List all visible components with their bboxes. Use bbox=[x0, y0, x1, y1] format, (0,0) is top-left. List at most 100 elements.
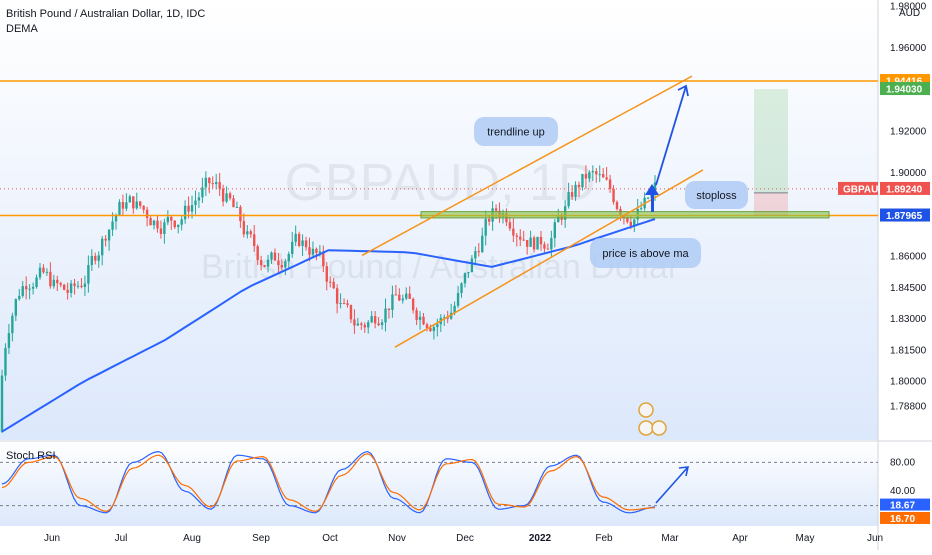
candle-body bbox=[87, 265, 90, 284]
loss-zone bbox=[754, 192, 788, 216]
stoch-arrow-line bbox=[655, 466, 689, 504]
candle-body bbox=[118, 201, 121, 215]
candle-body bbox=[297, 233, 301, 246]
candle-body bbox=[208, 177, 211, 184]
dema-line bbox=[1, 218, 656, 433]
candle-body bbox=[429, 327, 432, 331]
candle-body bbox=[443, 317, 446, 319]
candle-body bbox=[73, 283, 76, 286]
candle-body bbox=[346, 303, 349, 306]
candle-body bbox=[353, 319, 356, 326]
candle-body bbox=[100, 238, 104, 256]
candle-body bbox=[107, 229, 111, 241]
candle-body bbox=[598, 174, 601, 176]
osc-tick-label: 80.00 bbox=[890, 457, 915, 468]
stoch-d-line bbox=[1, 453, 655, 513]
stoch-arrow-head bbox=[678, 466, 690, 477]
x-tick-label: Sep bbox=[252, 533, 270, 544]
candle-body bbox=[484, 219, 487, 236]
candle-body bbox=[121, 201, 125, 209]
candle-body bbox=[550, 238, 553, 250]
stoploss-note-text: stoploss bbox=[696, 190, 737, 202]
candle-body bbox=[629, 221, 633, 226]
candle-body bbox=[460, 283, 463, 294]
channel-upper-line bbox=[361, 75, 693, 257]
candle-body bbox=[218, 182, 221, 189]
trendline-note-bubble bbox=[474, 117, 558, 146]
candle-body bbox=[277, 260, 280, 265]
last-price-symbol-badge bbox=[838, 181, 878, 195]
candle-body bbox=[405, 293, 408, 299]
candle-body bbox=[574, 184, 577, 197]
stoch-k-badge bbox=[880, 498, 930, 511]
up-arrow-marker bbox=[645, 184, 659, 212]
candle-body bbox=[567, 192, 570, 207]
candle-body bbox=[453, 305, 456, 313]
candle-body bbox=[308, 247, 311, 255]
candle-body bbox=[646, 197, 650, 199]
candle-body bbox=[52, 279, 56, 287]
candle-body bbox=[605, 177, 608, 180]
candle-body bbox=[387, 308, 391, 310]
candle-body bbox=[83, 283, 87, 287]
x-tick-label: Oct bbox=[322, 533, 338, 544]
x-tick-label: Aug bbox=[183, 533, 201, 544]
candle-body bbox=[59, 283, 62, 285]
event-flag-icon bbox=[638, 402, 654, 418]
candle-body bbox=[173, 220, 176, 228]
breakout-arrow-line bbox=[655, 85, 687, 186]
candle-body bbox=[536, 236, 539, 250]
candle-body bbox=[608, 179, 612, 189]
event-flag-icon bbox=[638, 420, 654, 436]
candle-body bbox=[408, 293, 411, 299]
candle-body bbox=[553, 222, 557, 239]
candle-body bbox=[487, 219, 491, 222]
candle-body bbox=[156, 220, 159, 229]
candle-body bbox=[242, 221, 246, 235]
candle-body bbox=[35, 277, 38, 287]
candle-body bbox=[190, 205, 194, 212]
candle-body bbox=[149, 218, 152, 226]
y-tick-label: 1.84500 bbox=[890, 283, 927, 294]
candle-body bbox=[284, 261, 287, 268]
candle-body bbox=[166, 216, 170, 223]
price-ma-note-text: price is above ma bbox=[602, 248, 689, 260]
candle-body bbox=[170, 216, 173, 221]
candle-body bbox=[111, 221, 114, 230]
candle-body bbox=[315, 248, 318, 253]
candle-body bbox=[125, 202, 128, 209]
candle-body bbox=[477, 251, 480, 253]
candle-body bbox=[508, 222, 512, 229]
candle-body bbox=[543, 244, 546, 249]
candle-body bbox=[318, 251, 322, 253]
candle-body bbox=[142, 205, 145, 210]
candle-body bbox=[653, 182, 657, 192]
target-price-text: 1.94030 bbox=[886, 85, 923, 96]
candle-body bbox=[304, 240, 308, 248]
candle-body bbox=[204, 177, 208, 188]
x-tick-label: Apr bbox=[732, 533, 748, 544]
candle-body bbox=[322, 251, 325, 267]
candle-body bbox=[194, 200, 197, 206]
candle-body bbox=[145, 209, 149, 219]
candle-body bbox=[62, 284, 66, 290]
candle-body bbox=[367, 322, 370, 328]
target-price-badge bbox=[880, 82, 930, 96]
candle-body bbox=[177, 224, 180, 228]
currency-label: AUD bbox=[899, 8, 920, 19]
candle-body bbox=[449, 312, 453, 319]
candle-body bbox=[446, 317, 449, 319]
candle-body bbox=[197, 197, 201, 201]
candle-body bbox=[159, 228, 163, 234]
candle-body bbox=[76, 285, 80, 287]
candle-body bbox=[577, 184, 581, 188]
candle-body bbox=[529, 237, 532, 247]
candle-body bbox=[467, 272, 470, 274]
candle-body bbox=[280, 264, 284, 268]
candle-body bbox=[69, 283, 73, 293]
candle-body bbox=[588, 172, 591, 179]
candle-body bbox=[163, 222, 166, 234]
candle-body bbox=[601, 174, 605, 178]
